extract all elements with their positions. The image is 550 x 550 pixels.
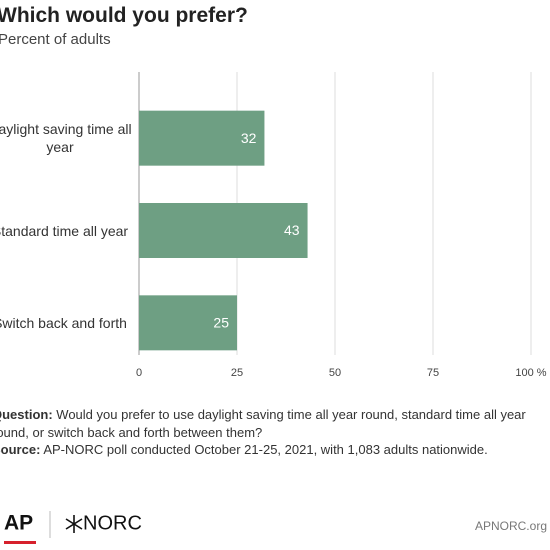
- bar: [139, 203, 308, 258]
- value-label: 32: [241, 130, 257, 146]
- bar: [139, 110, 265, 166]
- x-tick-label: 25: [231, 367, 243, 379]
- value-label: 25: [213, 315, 229, 331]
- norc-logo: NORC: [83, 512, 142, 534]
- source: Source: AP-NORC poll conducted October 2…: [0, 441, 544, 459]
- question-label: Question:: [0, 407, 53, 422]
- ap-logo: AP: [4, 512, 33, 535]
- x-tick-label: 75: [427, 367, 439, 379]
- question: Question: Would you prefer to use daylig…: [0, 406, 544, 441]
- chart-title: Which would you prefer?: [0, 4, 248, 27]
- chart-subtitle: Percent of adults: [0, 31, 111, 48]
- site-link: APNORC.org: [475, 519, 547, 533]
- source-text: AP-NORC poll conducted October 21-25, 20…: [43, 442, 488, 457]
- category-label: Daylight saving time all year: [0, 121, 132, 156]
- x-tick-label: 100 %: [515, 367, 546, 379]
- source-label: Source:: [0, 442, 41, 457]
- category-label: Standard time all year: [0, 222, 129, 239]
- ap-underline: [4, 541, 36, 544]
- question-text: Would you prefer to use daylight saving …: [0, 407, 526, 440]
- norc-icon: [65, 515, 83, 533]
- x-tick-label: 50: [329, 367, 341, 379]
- category-label: Switch back and forth: [0, 314, 127, 331]
- bar: [139, 295, 237, 351]
- x-tick-label: 0: [136, 367, 142, 379]
- logo: AP NORC APNORC.org: [4, 511, 547, 544]
- footer: Question: Would you prefer to use daylig…: [0, 406, 544, 459]
- value-label: 43: [284, 222, 300, 238]
